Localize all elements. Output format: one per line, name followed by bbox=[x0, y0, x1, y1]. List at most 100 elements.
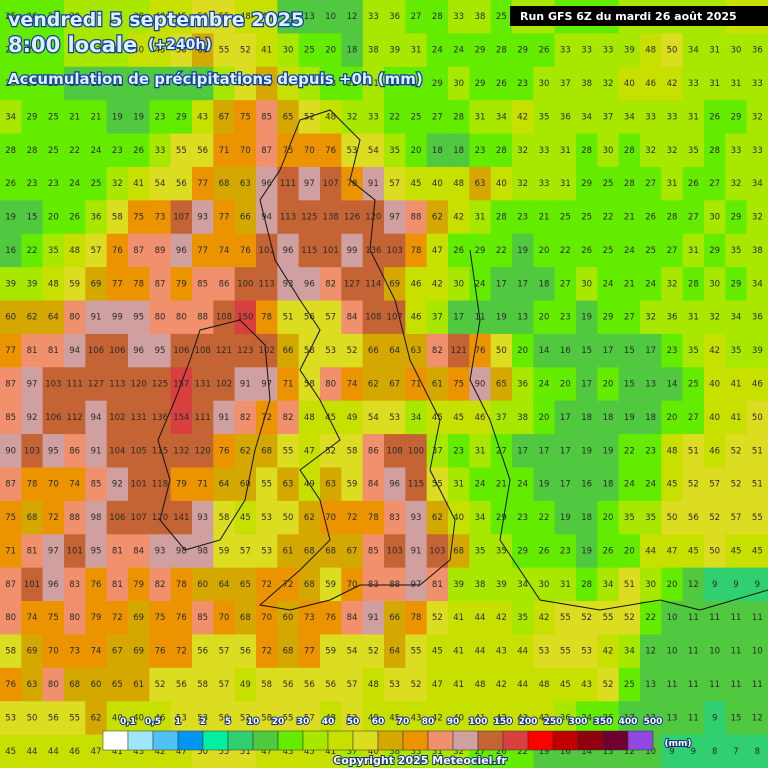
cell-value: 29 bbox=[731, 112, 742, 122]
cell-value: 84 bbox=[133, 546, 144, 556]
cell bbox=[597, 300, 620, 335]
cell bbox=[490, 200, 513, 235]
cell-value: 28 bbox=[581, 146, 592, 156]
cell-value: 42 bbox=[496, 613, 507, 623]
cell-value: 93 bbox=[155, 546, 166, 556]
cell-value: 118 bbox=[152, 480, 168, 490]
legend-swatch bbox=[377, 730, 404, 751]
cell bbox=[704, 367, 726, 402]
cell-value: 23 bbox=[645, 446, 656, 456]
cell-value: 58 bbox=[304, 380, 315, 390]
cell bbox=[384, 701, 406, 736]
cell bbox=[746, 367, 768, 402]
cell-value: 78 bbox=[411, 613, 422, 623]
cell-value: 23 bbox=[517, 213, 528, 223]
cell-value: 80 bbox=[5, 613, 16, 623]
cell bbox=[426, 133, 449, 168]
cell-value: 46 bbox=[283, 79, 294, 89]
cell bbox=[128, 667, 150, 702]
cell-value: 98 bbox=[197, 546, 208, 556]
cell bbox=[426, 400, 449, 435]
cell-value: 13 bbox=[304, 12, 315, 22]
cell bbox=[192, 400, 214, 435]
cell-value: 157 bbox=[173, 380, 189, 390]
cell-value: 101 bbox=[131, 480, 147, 490]
cell bbox=[362, 601, 385, 635]
cell-value: 11 bbox=[731, 613, 742, 623]
cell bbox=[704, 567, 726, 602]
cell bbox=[64, 100, 86, 135]
cell-value: 32 bbox=[645, 146, 656, 156]
cell bbox=[234, 33, 257, 68]
cell-value: 100 bbox=[408, 446, 424, 456]
cell-value: 41 bbox=[731, 413, 742, 423]
cell bbox=[682, 567, 705, 602]
cell-value: 19 bbox=[560, 513, 571, 523]
cell-value: 25 bbox=[560, 213, 571, 223]
cell bbox=[469, 500, 492, 535]
cell-value: 55 bbox=[219, 46, 230, 56]
cell bbox=[725, 467, 748, 502]
cell bbox=[320, 333, 342, 368]
cell-value: 45 bbox=[560, 680, 571, 690]
cell bbox=[128, 634, 150, 669]
cell-value: 39 bbox=[5, 279, 16, 289]
cell bbox=[85, 133, 108, 168]
cell-value: 68 bbox=[240, 613, 251, 623]
cell bbox=[64, 66, 86, 101]
cell bbox=[597, 434, 620, 468]
cell bbox=[405, 333, 428, 368]
cell-value: 69 bbox=[133, 613, 144, 623]
cell bbox=[0, 701, 22, 736]
cell-value: 35 bbox=[496, 546, 507, 556]
cell-value: 55 bbox=[219, 747, 230, 757]
cell bbox=[213, 233, 236, 268]
cell-value: 56 bbox=[325, 680, 336, 690]
cell-value: 40 bbox=[624, 79, 635, 89]
cell-value: 47 bbox=[261, 747, 272, 757]
cell-value: 55 bbox=[560, 647, 571, 657]
cell bbox=[597, 367, 620, 402]
cell bbox=[128, 166, 150, 201]
cell bbox=[21, 667, 44, 702]
cell bbox=[341, 66, 364, 101]
cell bbox=[704, 534, 726, 569]
cell bbox=[320, 567, 342, 602]
cell bbox=[192, 601, 214, 635]
cell bbox=[576, 333, 598, 368]
cell bbox=[0, 133, 22, 168]
value-grid: 25 26 28 30 33 36 38 40 45 50 55 48 40 14 13 10 12 33 36 27… bbox=[5, 12, 762, 757]
cell bbox=[298, 200, 321, 235]
cell-value: 74 bbox=[27, 613, 38, 623]
cell bbox=[213, 467, 236, 502]
cell bbox=[320, 33, 342, 68]
cell-value: 32 bbox=[91, 46, 102, 56]
cell bbox=[341, 701, 364, 736]
cell bbox=[661, 701, 684, 736]
cell-value: 48 bbox=[48, 279, 59, 289]
cell-value: 55 bbox=[560, 613, 571, 623]
cell bbox=[170, 133, 193, 168]
cell-value: 14 bbox=[539, 346, 550, 356]
cell bbox=[661, 500, 684, 535]
cell-value: 93 bbox=[283, 279, 294, 289]
cell bbox=[234, 233, 257, 268]
cell bbox=[298, 400, 321, 435]
cell-value: 68 bbox=[261, 446, 272, 456]
cell-value: 14 bbox=[283, 12, 294, 22]
cell bbox=[426, 567, 449, 602]
cell bbox=[384, 66, 406, 101]
cell bbox=[21, 534, 44, 569]
cell bbox=[0, 467, 22, 502]
cell-value: 99 bbox=[347, 246, 358, 256]
cell bbox=[725, 100, 748, 135]
cell bbox=[618, 434, 641, 468]
cell bbox=[106, 701, 129, 736]
legend-label: 0,5 bbox=[145, 717, 161, 727]
cell-value: 62 bbox=[91, 713, 102, 723]
cell-value: 47 bbox=[176, 747, 187, 757]
cell bbox=[192, 500, 214, 535]
cell bbox=[0, 734, 22, 768]
cell bbox=[85, 333, 108, 368]
cell bbox=[362, 133, 385, 168]
